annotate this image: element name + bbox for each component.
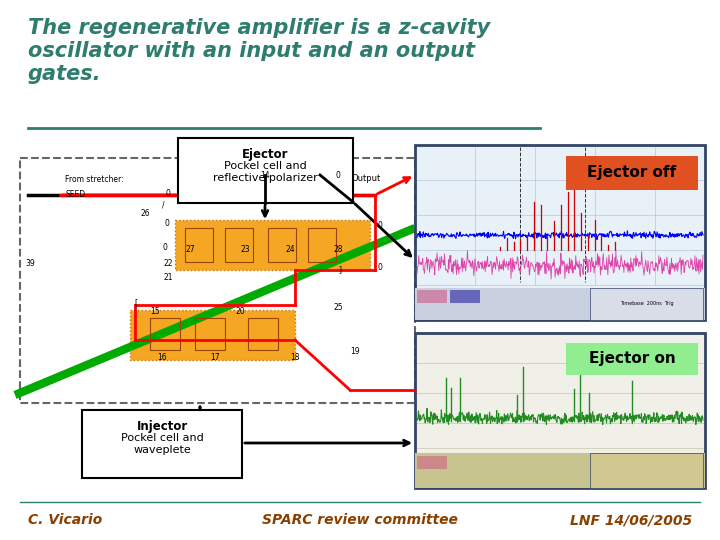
Bar [417, 456, 447, 469]
Bar [20, 158, 415, 403]
Text: 0: 0 [165, 219, 169, 228]
Text: 14: 14 [260, 171, 270, 179]
Text: From stretcher:: From stretcher: [65, 175, 124, 184]
Text: /: / [162, 200, 164, 210]
Text: 15: 15 [150, 307, 160, 316]
Bar [195, 318, 225, 350]
Text: LNF 14/06/2005: LNF 14/06/2005 [570, 513, 692, 527]
Text: 21: 21 [163, 273, 173, 282]
Bar [415, 453, 705, 488]
Text: 17: 17 [210, 354, 220, 362]
Text: Injector: Injector [136, 420, 188, 433]
Text: ]: ] [338, 266, 341, 274]
Text: Ejector off: Ejector off [588, 165, 677, 180]
Text: 27: 27 [185, 245, 195, 253]
Text: 16: 16 [157, 354, 167, 362]
Text: Ejector on: Ejector on [589, 352, 675, 367]
Text: SPARC review committee: SPARC review committee [262, 513, 458, 527]
Text: 23: 23 [240, 245, 250, 253]
Bar [590, 453, 703, 488]
Text: 28: 28 [333, 245, 343, 253]
Bar [185, 228, 213, 262]
Text: 19: 19 [350, 348, 360, 356]
Text: Pockel cell and
waveplete: Pockel cell and waveplete [121, 433, 203, 455]
Text: 0: 0 [166, 188, 171, 198]
Bar [178, 138, 353, 203]
Text: SEED: SEED [65, 190, 85, 199]
Text: Pockel cell and
reflective polarizer: Pockel cell and reflective polarizer [212, 161, 318, 183]
Bar [130, 310, 295, 360]
Text: 0: 0 [336, 171, 341, 179]
Bar [82, 410, 242, 478]
Bar [590, 288, 703, 320]
FancyBboxPatch shape [566, 343, 698, 375]
Text: The regenerative amplifier is a z-cavity
oscillator with an input and an output
: The regenerative amplifier is a z-cavity… [28, 18, 490, 84]
Bar [268, 228, 296, 262]
Bar [248, 318, 278, 350]
Bar [308, 228, 336, 262]
Bar [415, 145, 705, 320]
Text: 18: 18 [290, 354, 300, 362]
FancyBboxPatch shape [566, 156, 698, 190]
Bar [417, 290, 447, 303]
Text: 0: 0 [163, 244, 168, 253]
Bar [450, 290, 480, 303]
Bar [175, 220, 370, 270]
Text: Output: Output [352, 174, 382, 183]
Text: 22: 22 [163, 260, 173, 268]
Text: Timebase  200ns  Trig: Timebase 200ns Trig [620, 301, 674, 307]
Text: 39: 39 [25, 259, 35, 267]
Text: [: [ [135, 299, 138, 307]
Text: 25: 25 [333, 303, 343, 313]
Bar [225, 228, 253, 262]
Bar [150, 318, 180, 350]
Text: 24: 24 [285, 245, 294, 253]
Text: 20: 20 [235, 307, 245, 315]
Text: 0: 0 [377, 264, 382, 273]
Text: Ejector: Ejector [242, 148, 288, 161]
Text: 26: 26 [140, 208, 150, 218]
Bar [415, 288, 705, 320]
Text: 0: 0 [377, 220, 382, 230]
Bar [415, 333, 705, 488]
Text: C. Vicario: C. Vicario [28, 513, 102, 527]
